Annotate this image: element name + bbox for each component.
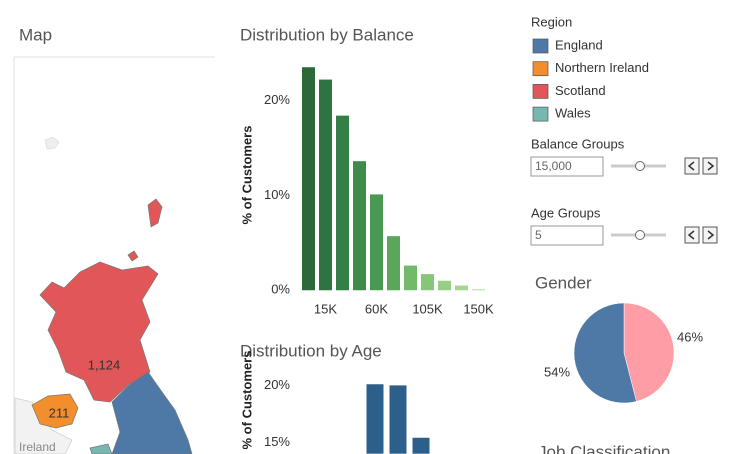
legend-title: Region (531, 14, 572, 29)
chart-title: Distribution by Balance (240, 25, 414, 44)
bar (353, 161, 366, 291)
control-value: 5 (535, 228, 542, 242)
y-tick-label: 20% (264, 377, 290, 392)
pie-slice (573, 302, 637, 404)
control-input[interactable] (530, 156, 604, 177)
map-label: 211 (49, 405, 70, 420)
legend-swatch (532, 38, 549, 54)
stepper-arrow (687, 230, 695, 240)
x-tick-label: 15K (314, 301, 337, 316)
legend-label: England (555, 37, 603, 52)
legend-label: Northern Ireland (555, 60, 649, 75)
y-tick-label: 0% (271, 282, 290, 297)
bar (455, 285, 468, 291)
y-axis-title: % of Customers (239, 351, 254, 450)
control-input[interactable] (530, 225, 604, 246)
bar (302, 67, 315, 291)
control-label: Age Groups (531, 205, 601, 220)
job-title: Job Classification (538, 442, 670, 454)
stepper-arrow (707, 161, 715, 171)
pie-label: 46% (677, 329, 703, 344)
x-tick-label: 105K (412, 301, 443, 316)
chart-title: Gender (535, 273, 592, 292)
control-label: Balance Groups (531, 136, 625, 151)
stepper-button[interactable] (684, 157, 700, 175)
y-tick-label: 10% (264, 187, 290, 202)
stepper-button[interactable] (684, 226, 700, 244)
x-tick-label: 60K (365, 301, 388, 316)
pie-slice (623, 302, 675, 402)
bar (336, 115, 349, 291)
legend-label: Scotland (555, 83, 606, 98)
legend-label: Wales (555, 106, 591, 121)
scotland-shape (39, 198, 163, 403)
bar (438, 280, 451, 291)
y-tick-label: 20% (264, 92, 290, 107)
legend-swatch (532, 84, 549, 99)
map-island (44, 136, 60, 150)
slider-thumb[interactable] (635, 230, 645, 240)
chart-title: Distribution by Age (240, 341, 382, 360)
controls: Balance Groups 15,000 Age Groups 5 (530, 136, 718, 246)
ireland-shape (14, 397, 73, 454)
y-tick-label: 15% (264, 434, 290, 449)
stepper-button[interactable] (702, 157, 718, 175)
bar (319, 79, 332, 291)
england-shape (111, 371, 193, 454)
bar (421, 274, 434, 291)
control-value: 15,000 (535, 159, 572, 173)
bar (472, 289, 485, 291)
northern-ireland-shape (31, 393, 79, 429)
bar (404, 265, 417, 291)
map-label: 1,124 (88, 357, 121, 372)
y-axis-title: % of Customers (239, 126, 254, 225)
bar (387, 236, 400, 291)
bar (389, 385, 407, 454)
map-title: Map (19, 25, 52, 44)
stepper-arrow (687, 161, 695, 171)
stepper-button[interactable] (702, 226, 718, 244)
wales-shape (89, 443, 113, 454)
legend-swatch (532, 61, 549, 77)
bar (412, 437, 430, 454)
pie-label: 54% (544, 364, 570, 379)
map (14, 136, 193, 454)
slider-thumb[interactable] (635, 161, 645, 171)
x-tick-label: 150K (463, 301, 494, 316)
bar (366, 384, 384, 454)
map-label: Ireland (19, 440, 56, 454)
stepper-arrow (707, 230, 715, 240)
bar (370, 194, 383, 291)
legend-swatch (532, 106, 549, 122)
